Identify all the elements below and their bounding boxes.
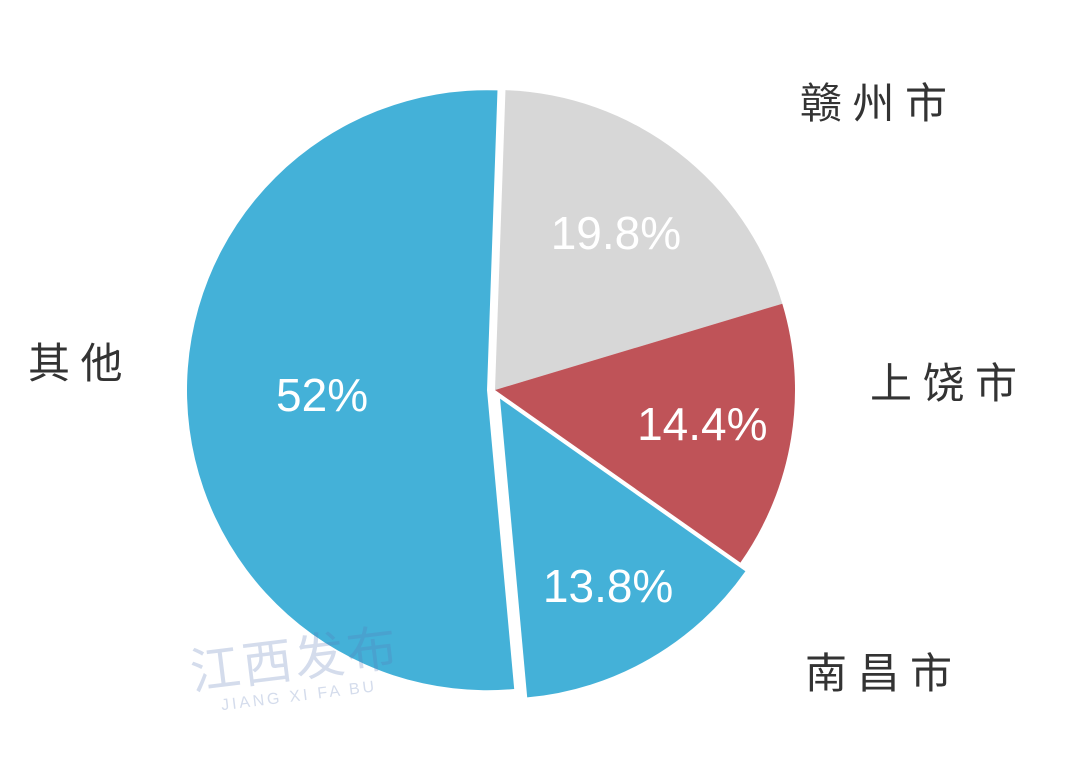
pie-category-label: 上饶市	[870, 350, 1028, 411]
pie-value-label: 13.8%	[543, 559, 673, 613]
pie-value-label: 14.4%	[637, 397, 767, 451]
pie-value-label: 19.8%	[551, 206, 681, 260]
pie-chart-container: 19.8% 赣州市 14.4% 上饶市 13.8% 南昌市 52% 其他	[0, 0, 1080, 772]
pie-category-label: 其他	[28, 330, 133, 391]
pie-category-label: 南昌市	[805, 640, 963, 701]
pie-value-label: 52%	[276, 368, 368, 422]
pie-category-label: 赣州市	[800, 70, 958, 131]
